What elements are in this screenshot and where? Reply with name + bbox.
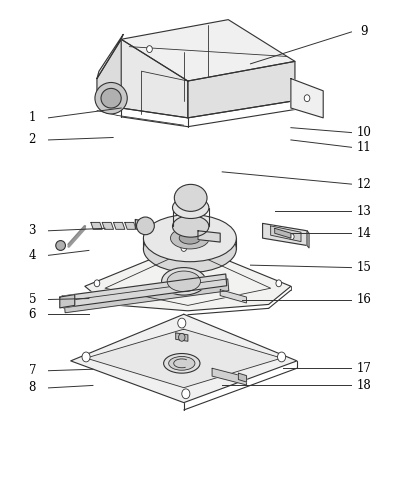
Text: 3: 3: [29, 224, 36, 237]
Ellipse shape: [162, 268, 206, 295]
Ellipse shape: [143, 215, 236, 262]
Polygon shape: [86, 329, 282, 388]
Polygon shape: [271, 226, 301, 242]
Text: 10: 10: [356, 126, 371, 139]
Circle shape: [178, 318, 186, 328]
Polygon shape: [121, 39, 188, 118]
Ellipse shape: [173, 197, 209, 218]
Circle shape: [276, 280, 282, 287]
Circle shape: [82, 352, 90, 362]
Text: 6: 6: [29, 308, 36, 321]
Ellipse shape: [169, 356, 195, 370]
Ellipse shape: [137, 217, 154, 235]
Polygon shape: [85, 244, 291, 311]
Text: 4: 4: [29, 249, 36, 262]
Polygon shape: [97, 34, 123, 79]
Polygon shape: [188, 61, 295, 118]
Polygon shape: [307, 231, 309, 248]
Ellipse shape: [101, 88, 121, 108]
Polygon shape: [97, 39, 121, 108]
Text: 17: 17: [356, 362, 371, 375]
Ellipse shape: [170, 227, 209, 249]
Text: 15: 15: [356, 261, 371, 274]
Text: 11: 11: [356, 141, 371, 154]
Polygon shape: [62, 274, 227, 308]
Ellipse shape: [167, 271, 200, 292]
Polygon shape: [91, 222, 102, 229]
Polygon shape: [102, 222, 114, 229]
Ellipse shape: [143, 225, 236, 273]
Polygon shape: [275, 228, 291, 238]
Circle shape: [179, 333, 185, 341]
Polygon shape: [105, 250, 271, 305]
Polygon shape: [135, 219, 145, 231]
Text: 13: 13: [356, 205, 371, 218]
Polygon shape: [71, 314, 297, 403]
Polygon shape: [121, 20, 295, 81]
Text: 5: 5: [29, 293, 36, 306]
Polygon shape: [212, 368, 246, 385]
Text: 9: 9: [360, 26, 367, 38]
Text: 7: 7: [29, 364, 36, 377]
Polygon shape: [263, 223, 307, 246]
Text: 12: 12: [356, 178, 371, 191]
Text: 8: 8: [29, 382, 36, 394]
Ellipse shape: [173, 216, 209, 237]
Polygon shape: [220, 290, 246, 303]
Circle shape: [289, 234, 294, 240]
Circle shape: [181, 245, 187, 251]
Ellipse shape: [164, 354, 200, 373]
Circle shape: [182, 389, 190, 399]
Circle shape: [304, 95, 310, 102]
Polygon shape: [64, 279, 229, 313]
Polygon shape: [198, 231, 220, 242]
Text: 18: 18: [356, 379, 371, 392]
Text: 1: 1: [29, 111, 36, 124]
Ellipse shape: [56, 241, 65, 250]
Polygon shape: [291, 79, 323, 118]
Text: 2: 2: [29, 134, 36, 146]
Polygon shape: [238, 373, 246, 382]
Text: 16: 16: [356, 293, 371, 306]
Ellipse shape: [175, 184, 207, 211]
Polygon shape: [60, 295, 75, 308]
Polygon shape: [125, 222, 136, 229]
Circle shape: [278, 352, 286, 362]
Ellipse shape: [179, 232, 200, 244]
Circle shape: [147, 46, 152, 53]
Circle shape: [94, 280, 100, 287]
Text: 14: 14: [356, 227, 371, 240]
Polygon shape: [114, 222, 125, 229]
Polygon shape: [176, 333, 188, 341]
Ellipse shape: [95, 82, 127, 114]
